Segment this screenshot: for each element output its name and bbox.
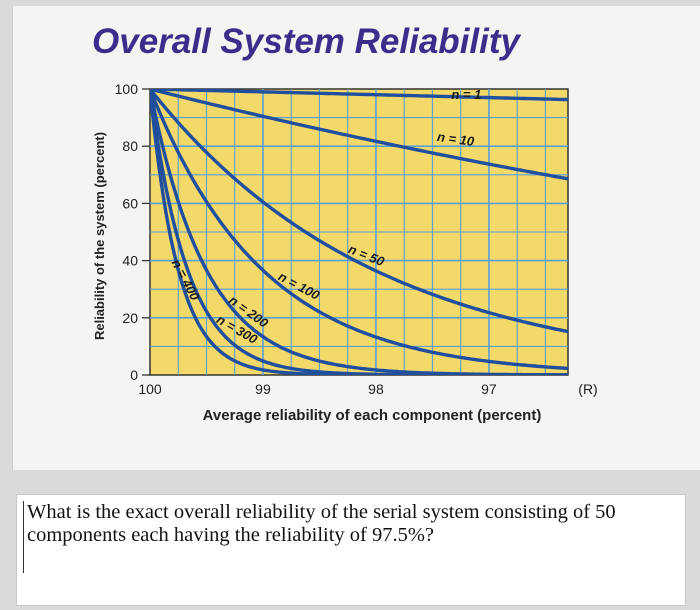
y-tick-label: 60 [122, 195, 138, 211]
y-tick-label: 40 [122, 253, 138, 269]
y-axis-label: Reliability of the system (percent) [92, 132, 107, 340]
question-text: What is the exact overall reliability of… [27, 501, 616, 546]
series-line-n10 [150, 89, 568, 181]
series-line-n100 [150, 89, 568, 371]
y-axis-ticks: 0 20 40 60 80 100 [115, 81, 150, 383]
series-line-n50 [150, 89, 568, 334]
question-box: What is the exact overall reliability of… [16, 494, 686, 606]
x-tick-label: 98 [368, 381, 384, 397]
series-line-n400 [150, 89, 568, 375]
x-tick-label: 100 [138, 381, 162, 397]
x-axis-label: Average reliability of each component (p… [203, 407, 542, 424]
x-axis-unit: (R) [578, 381, 597, 397]
series-lines [150, 89, 568, 375]
series-label-n1: n = 1 [451, 87, 481, 102]
x-tick-label: 97 [481, 381, 497, 397]
y-tick-label: 100 [115, 81, 139, 97]
chart-title: Overall System Reliability [92, 22, 520, 61]
text-cursor [23, 501, 24, 573]
series-line-n1 [150, 89, 568, 102]
y-tick-label: 20 [122, 310, 138, 326]
y-tick-label: 80 [122, 138, 138, 154]
y-tick-label: 0 [130, 367, 138, 383]
x-tick-label: 99 [255, 381, 271, 397]
x-axis-ticks: 100 99 98 97 [138, 381, 497, 397]
series-label-n10: n = 10 [436, 129, 476, 149]
